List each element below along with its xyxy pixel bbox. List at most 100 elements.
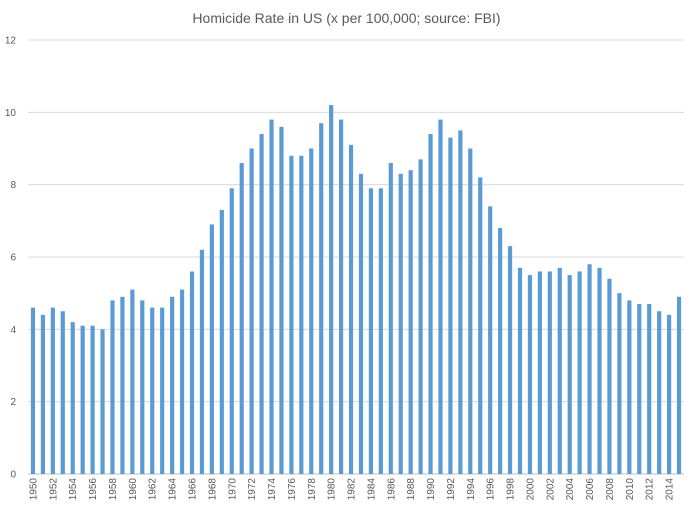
x-tick-label: 1970: [227, 478, 238, 501]
x-tick-label: 1988: [406, 478, 417, 501]
bar-2000: [527, 275, 533, 474]
bar-1996: [488, 206, 493, 474]
x-tick-label: 1978: [307, 478, 318, 501]
x-tick-label: 1952: [48, 478, 59, 501]
bar-1969: [219, 209, 224, 474]
bar-1977: [299, 155, 304, 474]
x-tick-label: 1992: [446, 478, 457, 501]
bar-1965: [179, 289, 185, 474]
bar-1987: [398, 173, 403, 475]
bar-1963: [160, 307, 165, 474]
bar-1978: [309, 148, 314, 474]
bar-1961: [140, 300, 145, 474]
y-tick-label: 8: [10, 180, 16, 191]
bar-2006: [587, 264, 592, 474]
x-tick-label: 1984: [366, 478, 377, 501]
bar-1973: [259, 134, 264, 475]
x-tick-label: 1956: [88, 478, 99, 501]
bar-1960: [130, 289, 135, 474]
bar-2015: [676, 296, 682, 474]
x-tick-label: 1968: [207, 478, 218, 501]
x-tick-label: 1998: [506, 478, 517, 501]
y-tick-label: 4: [10, 325, 16, 336]
y-tick-label: 10: [5, 108, 17, 119]
bar-1991: [438, 119, 443, 475]
bar-1967: [199, 249, 205, 474]
bar-1995: [478, 177, 483, 474]
bar-1990: [428, 134, 433, 475]
bar-1964: [170, 296, 175, 474]
bar-1988: [408, 170, 413, 474]
x-tick-label: 2010: [625, 478, 636, 501]
x-tick-label: 2002: [545, 478, 556, 501]
bar-1951: [40, 314, 45, 474]
x-tick-label: 1964: [168, 478, 179, 501]
bar-1955: [80, 325, 85, 474]
bar-1979: [319, 123, 324, 474]
bar-1954: [70, 322, 75, 474]
bar-2008: [607, 278, 612, 474]
bar-1981: [339, 119, 344, 475]
x-tick-label: 1960: [128, 478, 139, 501]
x-tick-label: 2014: [665, 478, 676, 501]
bar-1953: [60, 311, 65, 474]
bar-1974: [269, 119, 274, 475]
bar-1959: [120, 296, 125, 474]
bar-1992: [448, 137, 453, 474]
bar-1980: [329, 105, 334, 474]
y-tick-label: 6: [10, 253, 16, 264]
bar-1958: [110, 300, 115, 474]
bar-2010: [627, 300, 632, 474]
x-tick-label: 1980: [327, 478, 338, 501]
x-tick-label: 2000: [525, 478, 536, 501]
bar-1998: [507, 246, 513, 474]
x-tick-label: 1966: [188, 478, 199, 501]
x-tick-label: 1986: [386, 478, 397, 501]
x-tick-label: 1954: [68, 478, 79, 501]
y-tick-label: 2: [10, 397, 16, 408]
bar-1972: [249, 148, 254, 474]
x-tick-label: 1972: [247, 478, 258, 501]
x-tick-label: 2004: [565, 478, 576, 501]
bar-1984: [368, 188, 373, 475]
x-tick-label: 1974: [267, 478, 278, 501]
bar-2009: [617, 293, 622, 474]
bar-1971: [239, 162, 244, 474]
bar-1986: [388, 162, 393, 474]
bar-1952: [50, 307, 55, 474]
bar-1950: [30, 307, 36, 474]
x-tick-label: 1976: [287, 478, 298, 501]
bar-2001: [537, 271, 542, 474]
y-tick-label: 12: [5, 36, 17, 47]
x-tick-label: 1994: [466, 478, 477, 501]
bar-1997: [498, 228, 503, 474]
x-tick-label: 1962: [148, 478, 159, 501]
bar-2014: [667, 314, 672, 474]
bar-1966: [189, 271, 195, 474]
bar-1994: [468, 148, 473, 474]
bar-2004: [567, 275, 572, 474]
y-tick-label: 0: [10, 470, 16, 481]
bar-1957: [100, 329, 105, 474]
bar-1976: [289, 155, 294, 474]
x-tick-label: 1990: [426, 478, 437, 501]
bar-1956: [90, 325, 95, 474]
bar-1975: [279, 126, 284, 475]
bar-1968: [209, 224, 214, 474]
bar-1982: [348, 144, 354, 474]
bar-2011: [637, 304, 642, 474]
x-tick-label: 2006: [585, 478, 596, 501]
x-tick-label: 1996: [486, 478, 497, 501]
bar-2013: [657, 311, 662, 474]
bar-2002: [547, 271, 552, 474]
bar-1962: [150, 307, 155, 474]
x-tick-label: 2008: [605, 478, 616, 501]
bar-1993: [458, 130, 463, 474]
x-tick-label: 2012: [645, 478, 656, 501]
bar-2012: [647, 304, 652, 474]
chart-title: Homicide Rate in US (x per 100,000; sour…: [192, 10, 501, 26]
x-tick-label: 1958: [108, 478, 119, 501]
bar-1989: [418, 159, 423, 474]
